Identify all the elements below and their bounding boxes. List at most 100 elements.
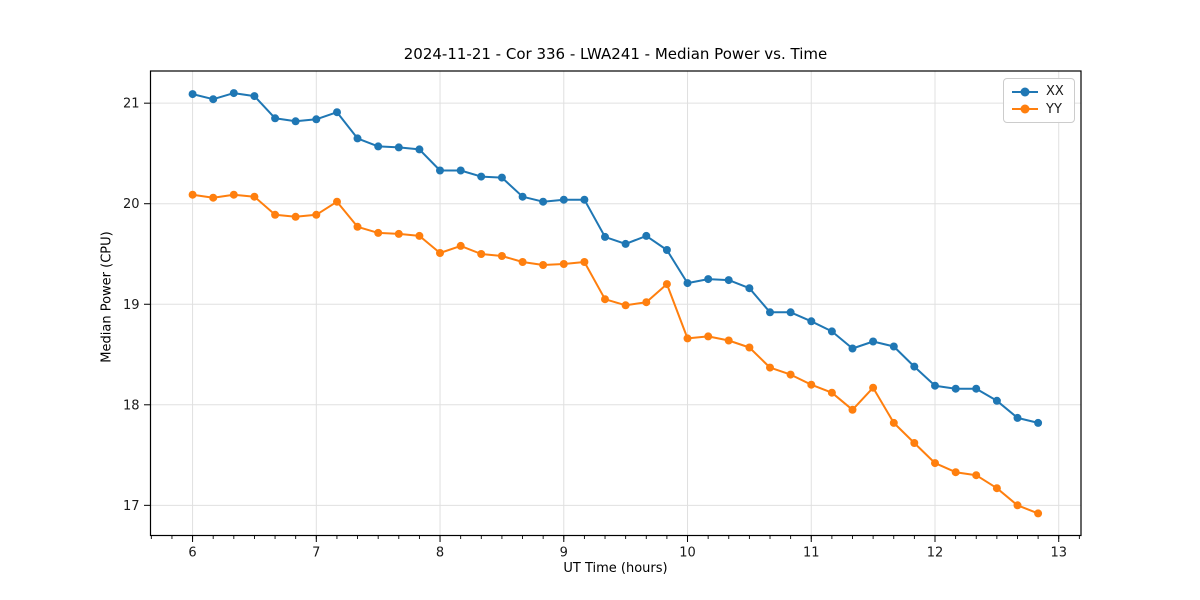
data-point-yy — [683, 334, 692, 343]
series-xx — [188, 89, 1043, 427]
data-point-xx — [353, 134, 362, 143]
legend-label-yy: YY — [1046, 101, 1062, 117]
data-point-yy — [271, 210, 280, 219]
data-point-yy — [250, 192, 259, 201]
legend-line-sample-yy — [1012, 104, 1038, 114]
gridlines — [150, 71, 1081, 536]
data-point-xx — [683, 279, 692, 288]
data-point-yy — [539, 261, 548, 269]
x-tick-label: 10 — [679, 546, 696, 561]
data-point-xx — [601, 232, 609, 241]
data-point-yy — [394, 229, 403, 238]
series-line-yy — [191, 193, 1040, 515]
x-tick-label: 11 — [803, 546, 820, 561]
data-point-yy — [972, 471, 981, 480]
data-point-xx — [848, 344, 857, 353]
data-point-yy — [766, 363, 774, 372]
legend: XX YY — [1003, 78, 1075, 123]
data-point-yy — [601, 295, 609, 304]
data-point-yy — [931, 459, 939, 468]
data-point-yy — [436, 249, 444, 257]
data-point-xx — [477, 172, 486, 181]
data-point-yy — [1034, 509, 1043, 518]
data-point-xx — [415, 145, 424, 154]
data-point-xx — [766, 308, 774, 317]
data-point-yy — [333, 197, 341, 206]
data-point-yy — [374, 228, 383, 237]
data-point-xx — [642, 231, 651, 240]
data-point-xx — [910, 362, 919, 371]
data-point-xx — [1013, 413, 1022, 422]
y-tick-label: 20 — [123, 197, 140, 212]
data-point-yy — [229, 190, 238, 199]
data-point-yy — [889, 418, 898, 427]
data-point-yy — [353, 222, 362, 231]
x-axis-label: UT Time (hours) — [563, 561, 668, 576]
x-tick-label: 6 — [188, 546, 196, 561]
legend-item-xx: XX — [1011, 83, 1066, 101]
legend-item-yy: YY — [1011, 101, 1066, 119]
data-point-xx — [394, 143, 403, 152]
data-point-yy — [518, 258, 527, 266]
data-point-yy — [848, 405, 857, 414]
data-point-xx — [972, 384, 981, 393]
data-point-yy — [910, 439, 919, 447]
legend-line-sample-xx — [1012, 87, 1038, 97]
x-tick-label: 9 — [560, 546, 568, 561]
data-point-xx — [1034, 418, 1043, 427]
y-tick-label: 19 — [123, 298, 140, 313]
data-point-yy — [951, 468, 960, 477]
data-point-xx — [229, 89, 238, 98]
data-point-xx — [745, 284, 754, 293]
data-point-xx — [621, 239, 630, 248]
data-point-yy — [724, 336, 733, 345]
data-point-yy — [580, 258, 589, 266]
data-point-xx — [869, 337, 878, 346]
data-point-yy — [704, 332, 713, 341]
data-point-xx — [786, 308, 795, 317]
data-point-xx — [662, 246, 671, 254]
legend-label-xx: XX — [1046, 84, 1064, 100]
data-point-xx — [518, 192, 527, 201]
y-tick-label: 21 — [123, 97, 140, 112]
data-point-yy — [312, 210, 321, 219]
data-point-xx — [931, 381, 939, 390]
data-point-xx — [559, 195, 568, 204]
data-point-yy — [745, 343, 754, 352]
data-point-yy — [291, 212, 300, 221]
series-line-xx — [191, 92, 1040, 424]
data-point-xx — [312, 115, 321, 124]
data-point-xx — [209, 95, 218, 104]
data-point-xx — [827, 327, 836, 336]
data-point-xx — [539, 197, 548, 206]
y-tick-label: 17 — [123, 499, 140, 514]
data-point-xx — [333, 108, 341, 117]
data-point-yy — [621, 301, 630, 310]
data-point-yy — [1013, 501, 1022, 510]
data-point-yy — [992, 484, 1001, 493]
chart-title: 2024-11-21 - Cor 336 - LWA241 - Median P… — [403, 45, 828, 63]
data-point-yy — [188, 190, 197, 199]
data-point-xx — [580, 195, 589, 204]
series-yy — [188, 190, 1043, 518]
data-point-yy — [477, 250, 486, 258]
data-point-xx — [250, 92, 259, 101]
data-point-xx — [456, 166, 465, 175]
data-point-yy — [497, 252, 506, 260]
data-point-yy — [869, 383, 878, 392]
data-point-yy — [827, 388, 836, 397]
data-point-yy — [209, 193, 218, 202]
data-point-xx — [374, 142, 383, 151]
data-point-xx — [889, 342, 898, 351]
data-point-yy — [642, 298, 651, 307]
data-point-xx — [436, 166, 444, 175]
data-point-yy — [456, 241, 465, 250]
y-axis-label: Median Power (CPU) — [99, 231, 115, 363]
data-point-xx — [704, 275, 713, 284]
data-point-yy — [415, 231, 424, 240]
data-point-yy — [786, 370, 795, 379]
data-point-yy — [559, 260, 568, 268]
data-point-xx — [807, 317, 816, 326]
